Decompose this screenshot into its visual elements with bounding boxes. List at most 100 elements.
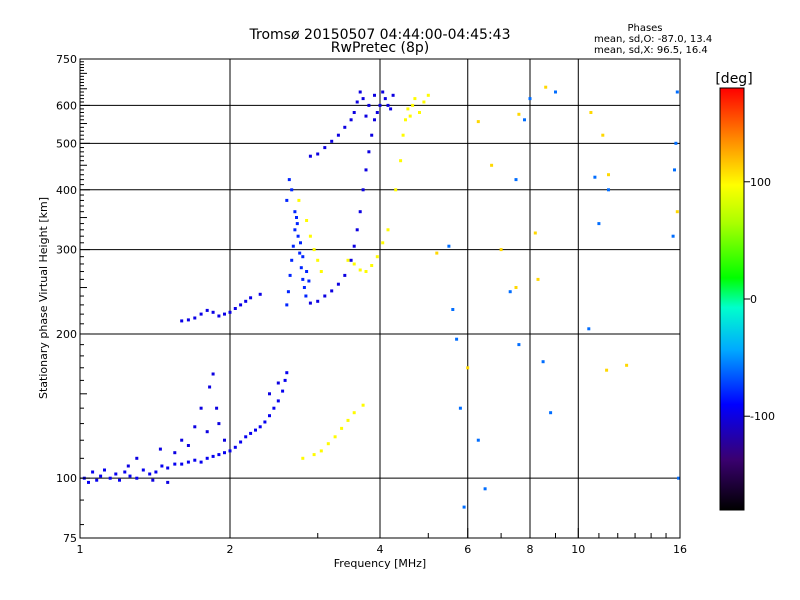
data-point (671, 234, 675, 238)
data-point (312, 248, 316, 252)
x-tick-label: 1 (77, 543, 84, 556)
data-point (290, 188, 294, 192)
data-point (307, 279, 311, 283)
data-point (375, 255, 379, 259)
data-point (597, 222, 601, 226)
data-point (258, 425, 262, 429)
data-point (375, 111, 379, 114)
data-point (381, 241, 385, 245)
data-point (361, 97, 365, 101)
colorbar-tick-label: 100 (750, 176, 771, 189)
data-point (160, 464, 164, 468)
data-point (422, 100, 426, 104)
data-point (455, 337, 459, 341)
data-point (381, 90, 385, 94)
data-point (302, 286, 306, 289)
data-point (517, 343, 521, 347)
data-point (158, 447, 162, 451)
data-point (205, 430, 209, 434)
data-point (180, 462, 184, 466)
data-point (308, 154, 312, 158)
data-point (281, 389, 285, 393)
data-point (208, 385, 212, 389)
y-axis-label: Stationary phase Virtual Height [km] (37, 197, 50, 399)
data-point (199, 312, 203, 316)
data-point (352, 244, 356, 248)
data-point (675, 90, 679, 94)
data-point (361, 403, 365, 407)
data-point (426, 93, 430, 97)
data-point (476, 120, 480, 124)
data-point (316, 152, 320, 156)
data-point (141, 468, 145, 472)
data-point (508, 290, 512, 294)
data-point (490, 163, 494, 167)
data-point (285, 371, 289, 375)
data-point (674, 141, 678, 145)
data-point (151, 478, 155, 482)
phase-stats-title: Phases (627, 23, 662, 34)
data-point (364, 114, 368, 118)
data-point (601, 133, 605, 137)
data-point (528, 97, 532, 101)
data-point (186, 460, 190, 464)
data-point (336, 282, 340, 286)
data-point (323, 146, 327, 150)
data-point (411, 103, 415, 107)
data-point (87, 480, 90, 484)
data-point (299, 241, 302, 245)
data-point (346, 418, 350, 422)
data-point (285, 198, 289, 202)
data-point (394, 188, 398, 192)
data-point (330, 289, 334, 293)
data-point (276, 399, 280, 403)
data-point (340, 426, 344, 430)
data-point (523, 118, 526, 122)
data-point (364, 168, 368, 172)
x-axis-ticks: 1 2 4 6 8 10 16 (77, 528, 687, 556)
data-point (408, 114, 412, 118)
data-point (316, 258, 320, 262)
data-point (205, 456, 209, 460)
data-point (625, 363, 629, 367)
data-point (154, 470, 158, 474)
data-point (228, 310, 232, 314)
data-point (272, 406, 276, 410)
data-point (128, 474, 132, 478)
data-point (355, 100, 359, 104)
x-tick-label: 16 (673, 543, 687, 556)
data-point (549, 411, 553, 415)
data-point (333, 435, 337, 439)
data-point (186, 444, 190, 447)
data-point (316, 299, 320, 303)
data-point (352, 411, 356, 415)
data-point (361, 188, 365, 192)
data-point (193, 458, 197, 462)
data-point (217, 314, 221, 318)
data-point (386, 228, 390, 232)
data-point (254, 428, 257, 432)
colorbar-ticks: 100 0 -100 (719, 87, 775, 511)
data-point (293, 228, 297, 232)
data-point (404, 118, 407, 122)
data-point (296, 234, 300, 238)
data-point (391, 93, 395, 97)
data-point (451, 308, 455, 311)
data-point (301, 456, 305, 460)
data-point (458, 406, 462, 410)
data-point (413, 97, 417, 101)
y-tick-label: 300 (56, 244, 77, 257)
data-point (587, 327, 591, 331)
data-point (370, 264, 374, 267)
data-point (364, 270, 368, 273)
data-point (268, 414, 271, 418)
data-point (301, 255, 305, 259)
data-point (228, 449, 232, 453)
chart-subtitle: RwPretec (8p) (331, 40, 429, 56)
data-point (326, 442, 330, 446)
data-point (249, 296, 253, 300)
data-point (166, 480, 170, 484)
data-point (258, 292, 262, 296)
data-point (193, 425, 197, 429)
data-point (675, 210, 679, 214)
